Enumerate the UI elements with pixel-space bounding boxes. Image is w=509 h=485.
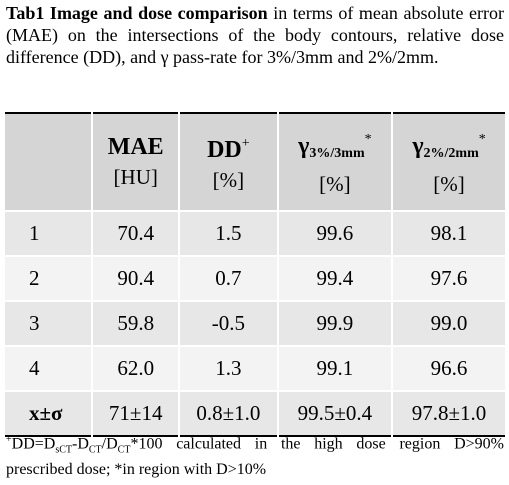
table-cell: 4 — [5, 345, 93, 391]
footnote: +DD=DsCT-DCT/DCT*100 calculated in the h… — [6, 430, 504, 479]
table-cell: 98.1 — [391, 210, 505, 256]
table-cell: 1.5 — [178, 210, 278, 256]
table-row: 3 59.8 -0.5 99.9 99.0 — [5, 300, 505, 346]
table-cell: 62.0 — [91, 345, 180, 391]
header-cell: γ3%/3mm* [%] — [276, 113, 393, 211]
footnote-text: DD=D — [11, 435, 56, 453]
caption-bold: Tab1 Image and dose comparison — [6, 3, 268, 23]
table-cell: 2 — [5, 255, 93, 301]
header-cell: γ2%/2mm* [%] — [391, 113, 505, 211]
table-cell: -0.5 — [178, 300, 278, 346]
header-sup: * — [364, 132, 372, 147]
caption-text: in terms of mean absolute error (MAE) on… — [6, 3, 505, 67]
header-sub: 2%/2mm — [423, 146, 479, 161]
header-unit: [HU] — [113, 165, 158, 189]
header-cell: MAE [HU] — [91, 113, 180, 211]
table-cell: 90.4 — [91, 255, 180, 301]
header-name: γ — [412, 133, 424, 159]
header-name: γ — [298, 133, 310, 159]
footnote-sub: CT — [117, 444, 131, 456]
header-row: MAE [HU] DD+ [%] γ3%/3mm* [%] γ2%/2mm* [%] — [5, 113, 505, 211]
footnote-sub: sCT — [55, 444, 72, 456]
header-sup: * — [478, 132, 486, 147]
header-sub: 3%/3mm — [309, 146, 365, 161]
table-cell: 96.6 — [391, 345, 505, 391]
table-cell: 1.3 — [178, 345, 278, 391]
header-unit: [%] — [433, 172, 465, 196]
table-cell: 0.7 — [178, 255, 278, 301]
table: MAE [HU] DD+ [%] γ3%/3mm* [%] γ2%/2mm* [%] 1 70.… — [5, 112, 505, 437]
table-cell: 3 — [5, 300, 93, 346]
header-unit: [%] — [319, 172, 351, 196]
table-cell: x±σ — [5, 390, 93, 436]
table-cell: 99.9 — [276, 300, 393, 346]
header-cell — [5, 113, 93, 211]
header-cell: DD+ [%] — [178, 113, 278, 211]
table-cell: 0.8±1.0 — [178, 390, 278, 436]
footnote-sup: + — [6, 434, 12, 445]
table-row: x±σ 71±14 0.8±1.0 99.5±0.4 97.8±1.0 — [5, 390, 505, 436]
header-name: DD — [207, 137, 242, 163]
table-cell: 99.1 — [276, 345, 393, 391]
footnote-text: /D — [101, 435, 118, 453]
table-cell: 70.4 — [91, 210, 180, 256]
table-row: 2 90.4 0.7 99.4 97.6 — [5, 255, 505, 301]
table-cell: 97.8±1.0 — [391, 390, 505, 436]
table-row: 4 62.0 1.3 99.1 96.6 — [5, 345, 505, 391]
header-unit: [%] — [212, 168, 245, 192]
footnote-text: -D — [72, 435, 89, 453]
table-cell: 99.0 — [391, 300, 505, 346]
table-cell: 59.8 — [91, 300, 180, 346]
header-sup: + — [241, 136, 250, 151]
footnote-text: *100 calculated in the high dose region … — [6, 435, 504, 478]
caption: Tab1 Image and dose comparison in terms … — [6, 2, 504, 68]
table-body: 1 70.4 1.5 99.6 98.1 2 90.4 0.7 99.4 97.6 3 59.8 -0.… — [5, 210, 505, 436]
header-name: MAE — [107, 134, 164, 160]
table-cell: 97.6 — [391, 255, 505, 301]
table-cell: 99.6 — [276, 210, 393, 256]
table-cell: 1 — [5, 210, 93, 256]
table-cell: 99.4 — [276, 255, 393, 301]
table-cell: 71±14 — [91, 390, 180, 436]
table-cell: 99.5±0.4 — [276, 390, 393, 436]
footnote-sub: CT — [88, 444, 102, 456]
table-row: 1 70.4 1.5 99.6 98.1 — [5, 210, 505, 256]
